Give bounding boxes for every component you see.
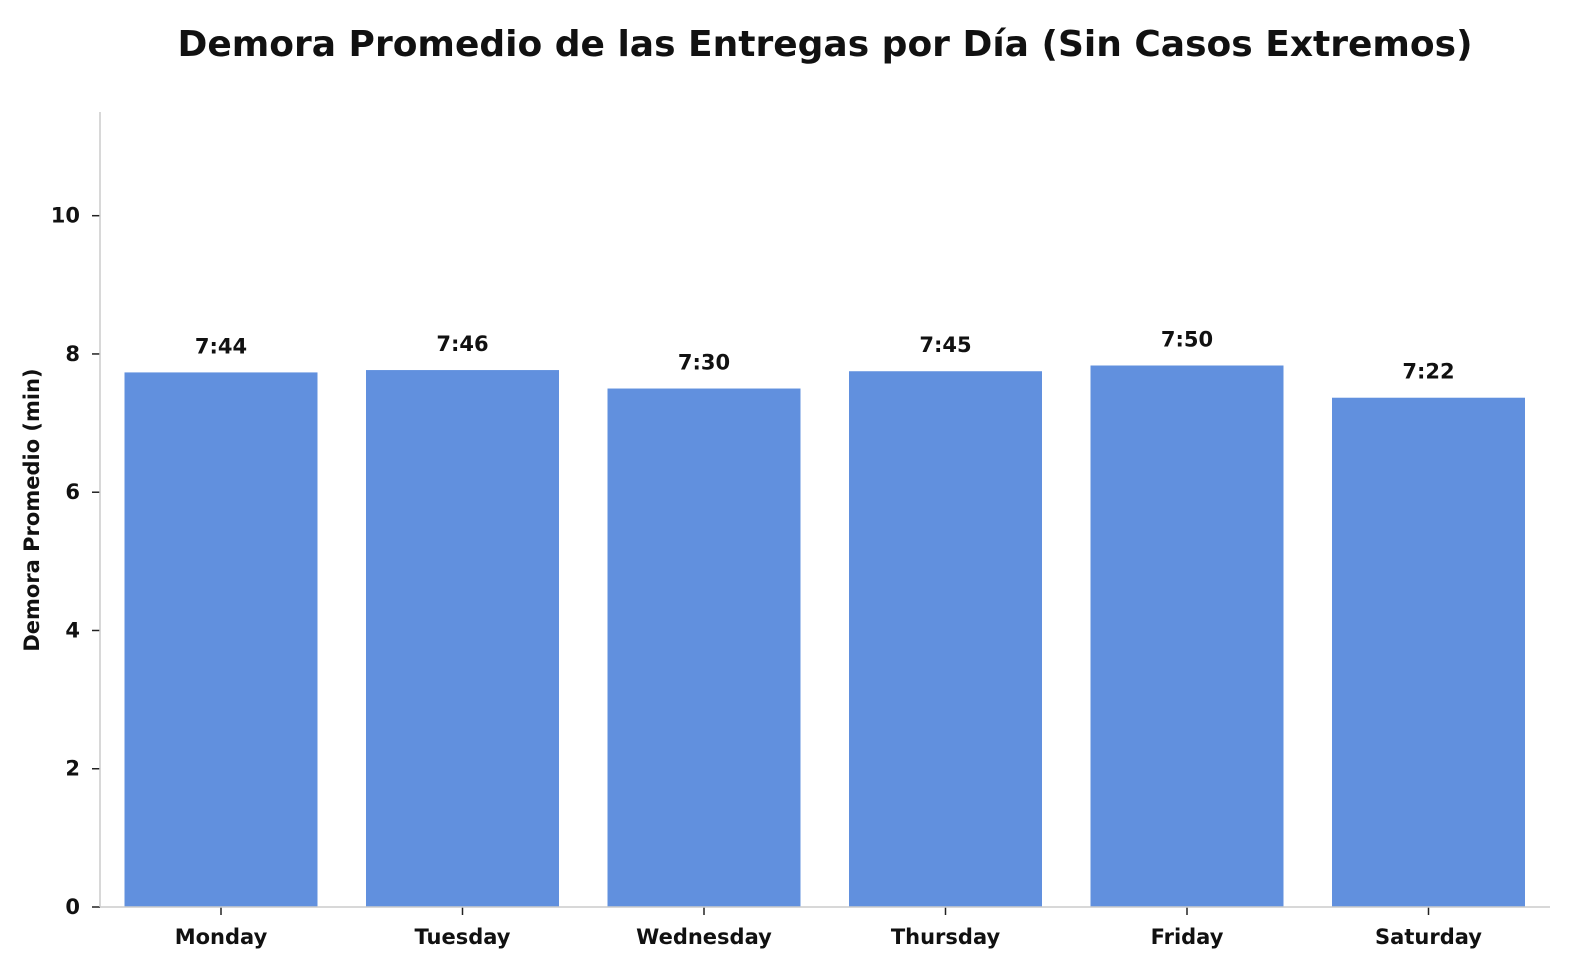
x-tick-label-tuesday: Tuesday <box>415 925 511 949</box>
x-tick-label-friday: Friday <box>1151 925 1224 949</box>
bar-saturday <box>1332 397 1525 907</box>
data-label-friday: 7:50 <box>1161 328 1213 352</box>
y-tick-label: 2 <box>65 757 80 781</box>
data-label-tuesday: 7:46 <box>436 332 488 356</box>
chart-title: Demora Promedio de las Entregas por Día … <box>177 24 1472 65</box>
bar-wednesday <box>607 388 801 907</box>
bar-friday <box>1090 365 1284 907</box>
y-tick-label: 10 <box>51 204 80 228</box>
bars-group <box>124 365 1525 908</box>
x-tick-label-wednesday: Wednesday <box>636 925 772 949</box>
data-label-saturday: 7:22 <box>1402 360 1454 384</box>
data-label-thursday: 7:45 <box>919 333 971 357</box>
y-tick-label: 8 <box>65 342 80 366</box>
bar-monday <box>124 372 318 908</box>
x-tick-label-thursday: Thursday <box>891 925 1001 949</box>
data-label-monday: 7:44 <box>195 334 247 358</box>
y-axis-label: Demora Promedio (min) <box>20 368 44 651</box>
bar-tuesday <box>366 370 559 907</box>
y-tick-label: 0 <box>65 895 80 919</box>
data-label-wednesday: 7:30 <box>678 351 730 375</box>
x-tick-label-monday: Monday <box>175 925 268 949</box>
x-axis-ticks: Monday Tuesday Wednesday Thursday Friday Satu… <box>175 907 1482 949</box>
data-labels-group: 7:44 7:46 7:30 7:45 7:50 7:22 <box>195 328 1455 384</box>
bar-thursday <box>849 371 1042 907</box>
y-tick-label: 4 <box>65 618 80 642</box>
y-axis-ticks: 0 2 4 6 8 10 <box>51 204 100 919</box>
x-tick-label-saturday: Saturday <box>1375 925 1482 949</box>
y-tick-label: 6 <box>65 480 80 504</box>
